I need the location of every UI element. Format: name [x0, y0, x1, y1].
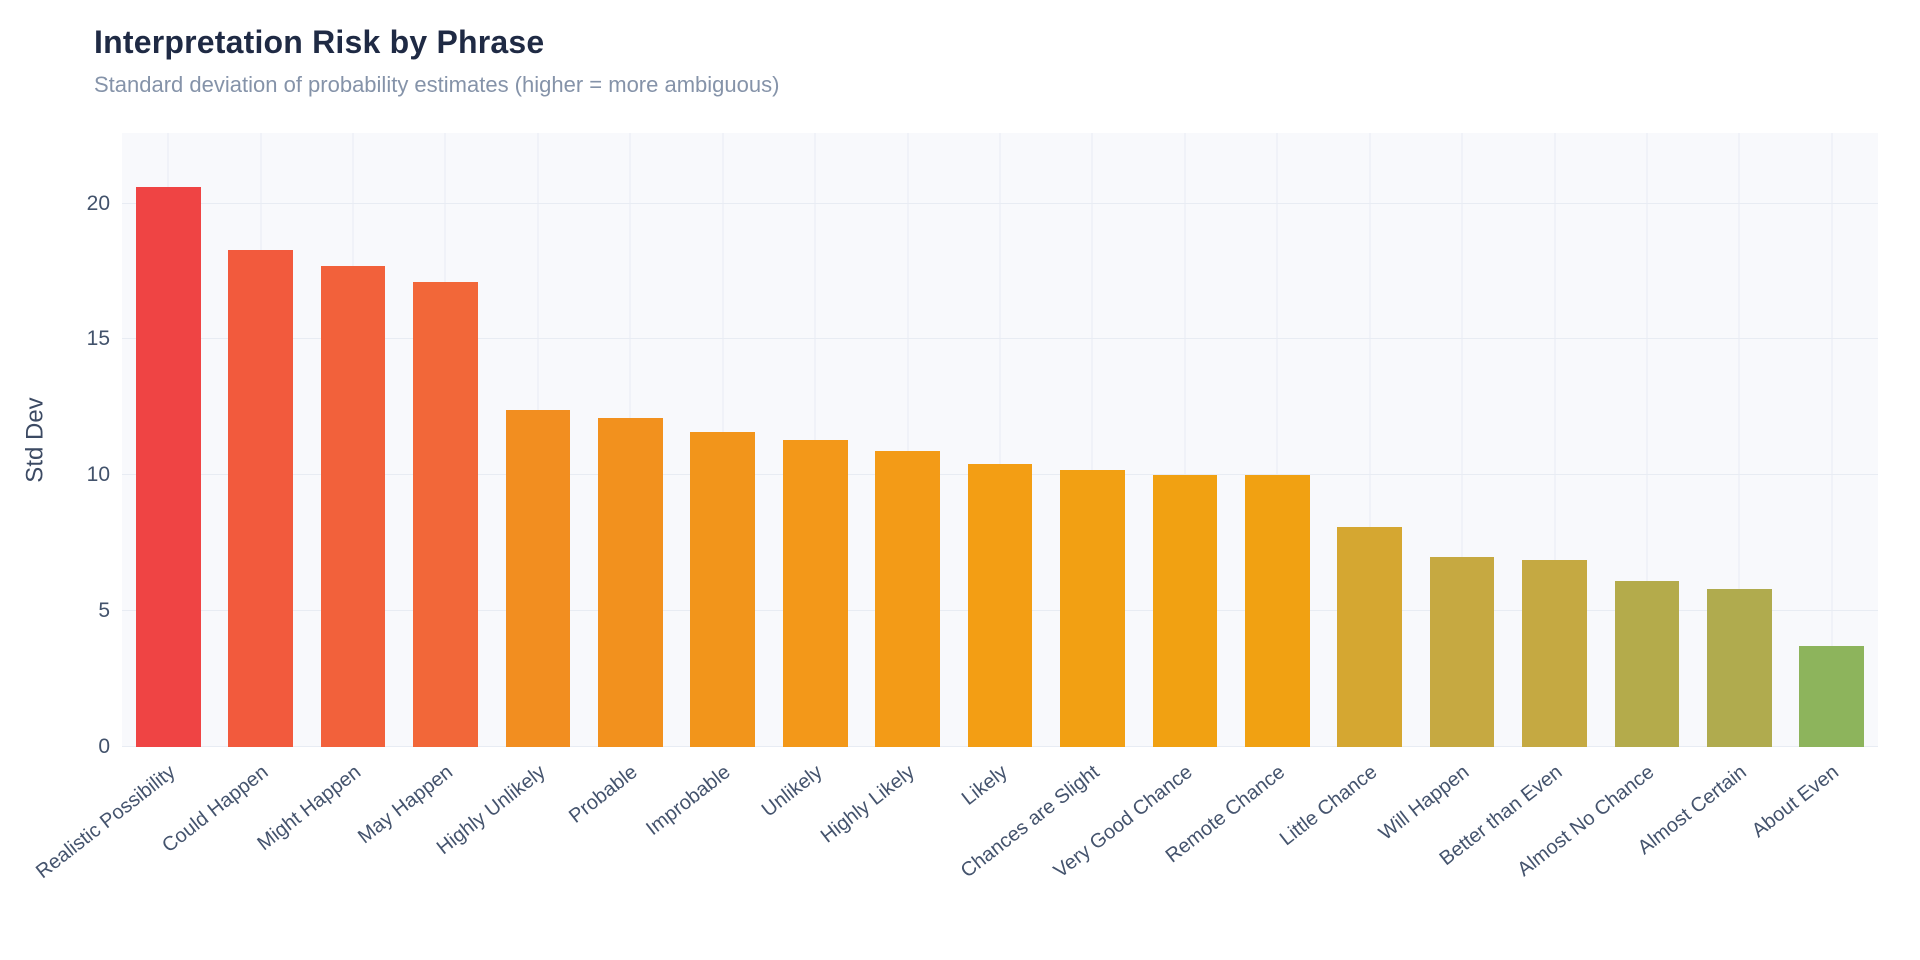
x-tick-label: Improbable [641, 761, 735, 840]
bar-highly-likely[interactable] [875, 450, 940, 747]
bar-realistic-possibility[interactable] [135, 187, 201, 747]
category-slot [677, 133, 769, 747]
bar-improbable[interactable] [690, 431, 756, 747]
category-slot [1416, 133, 1508, 747]
bar-likely[interactable] [967, 464, 1033, 747]
bar-will-happen[interactable] [1429, 556, 1495, 747]
bar-highly-unlikely[interactable] [505, 410, 571, 747]
bar-little-chance[interactable] [1337, 526, 1403, 747]
y-tick-label: 15 [86, 327, 110, 351]
x-tick-label: Probable [565, 761, 642, 828]
category-slot [1046, 133, 1138, 747]
category-slot [1693, 133, 1785, 747]
category-slot [1786, 133, 1878, 747]
bar-very-good-chance[interactable] [1152, 475, 1218, 747]
y-tick-label: 20 [86, 191, 110, 215]
bar-could-happen[interactable] [228, 249, 293, 747]
bar-almost-no-chance[interactable] [1614, 581, 1680, 747]
category-slot [399, 133, 491, 747]
bar-about-even[interactable] [1799, 646, 1865, 747]
x-tick-label: Little Chance [1275, 761, 1382, 851]
chart-title: Interpretation Risk by Phrase [94, 24, 545, 60]
category-slot [122, 133, 214, 747]
x-tick-label: Likely [957, 761, 1012, 810]
category-slot [1139, 133, 1231, 747]
y-tick-label: 10 [86, 463, 110, 487]
category-slot [584, 133, 676, 747]
category-slot [861, 133, 953, 747]
y-tick-label: 5 [98, 599, 110, 623]
bar-chances-are-slight[interactable] [1060, 469, 1125, 747]
y-tick-label: 0 [98, 735, 110, 758]
x-tick-label: Unlikely [757, 761, 827, 822]
category-slot [492, 133, 584, 747]
x-tick-label: Realistic Possibility [32, 761, 180, 884]
category-slot [307, 133, 399, 747]
bar-almost-certain[interactable] [1707, 589, 1772, 747]
category-slot [1601, 133, 1693, 747]
category-slot [1323, 133, 1415, 747]
bar-may-happen[interactable] [413, 282, 478, 747]
category-slot [214, 133, 306, 747]
x-tick-label: Highly Likely [817, 761, 920, 848]
chart-subtitle: Standard deviation of probability estima… [94, 72, 780, 97]
bar-unlikely[interactable] [782, 440, 848, 747]
bar-probable[interactable] [597, 418, 663, 747]
category-slot [769, 133, 861, 747]
bar-remote-chance[interactable] [1244, 475, 1310, 747]
bar-slots [122, 133, 1878, 747]
x-tick-label: About Even [1748, 761, 1844, 843]
plot-area[interactable] [122, 133, 1878, 747]
category-slot [1231, 133, 1323, 747]
category-slot [954, 133, 1046, 747]
bar-might-happen[interactable] [320, 266, 386, 747]
category-slot [1508, 133, 1600, 747]
y-axis-ticks: 0 5 10 15 20 [0, 133, 110, 758]
bar-better-than-even[interactable] [1522, 559, 1587, 747]
x-axis-ticks: Realistic Possibility Could Happen Might H… [32, 747, 1878, 947]
